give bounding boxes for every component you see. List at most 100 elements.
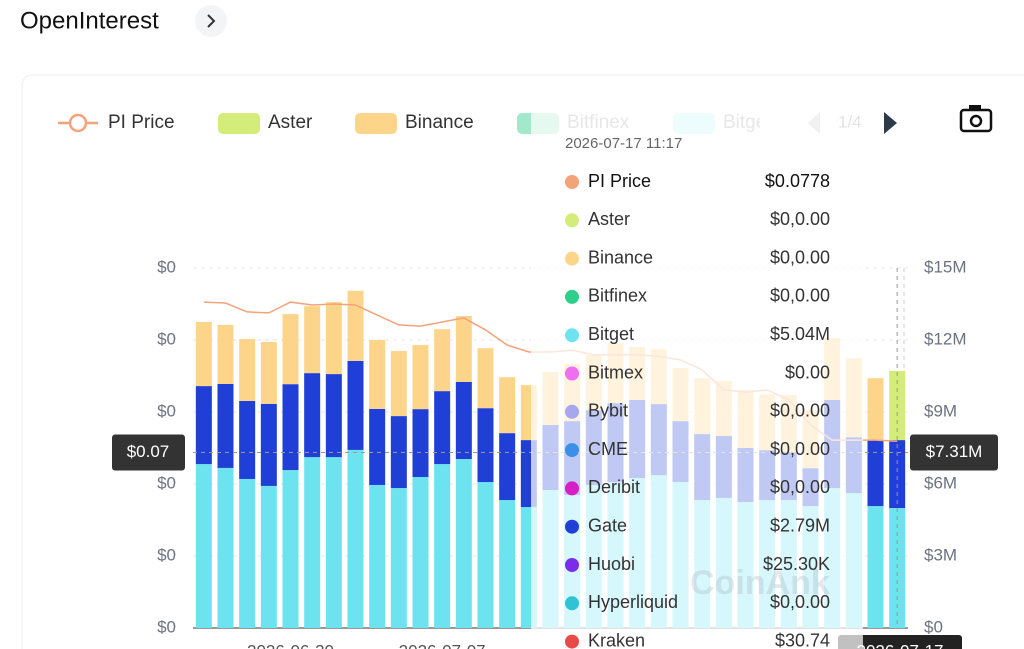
bar-segment xyxy=(304,306,321,374)
bar-segment xyxy=(195,464,212,628)
bar-segment xyxy=(304,457,321,628)
tooltip-value: $0,0.00 xyxy=(770,592,830,612)
tooltip-name: CME xyxy=(588,439,628,459)
bar-segment xyxy=(217,324,234,384)
tooltip-name: Hyperliquid xyxy=(588,592,678,612)
y2-tick-label: $3M xyxy=(924,545,957,564)
axis-pointer-label: $0.07 xyxy=(127,442,170,461)
bar-segment xyxy=(304,373,321,458)
tooltip-value: $5.04M xyxy=(770,324,830,344)
legend-label[interactable]: PI Price xyxy=(108,112,175,133)
bar-segment xyxy=(369,484,386,628)
tooltip xyxy=(531,100,863,649)
bar-segment xyxy=(217,467,234,628)
tooltip-value: $0,0.00 xyxy=(770,401,830,421)
tooltip-marker xyxy=(565,289,579,304)
legend-marker xyxy=(68,113,88,133)
tooltip-marker xyxy=(565,404,579,419)
tooltip-marker xyxy=(565,366,579,381)
bar-segment xyxy=(477,482,494,628)
bar-segment xyxy=(499,500,516,628)
legend-next[interactable] xyxy=(884,112,897,134)
tooltip-marker xyxy=(565,175,579,189)
bar-segment xyxy=(347,290,364,361)
bar-segment xyxy=(347,360,364,450)
tooltip-value: $0,0.00 xyxy=(770,477,830,497)
bar-segment xyxy=(390,488,407,628)
tooltip-value: $0,0.00 xyxy=(770,209,830,229)
axis-pointer-box xyxy=(910,434,998,471)
bar-segment xyxy=(282,470,299,628)
bar-segment xyxy=(867,506,884,628)
page-title: OpenInterest xyxy=(20,7,159,34)
tooltip-marker xyxy=(565,443,579,458)
bar-segment xyxy=(889,440,906,508)
tooltip-name: Binance xyxy=(588,247,653,267)
bar-segment xyxy=(260,341,277,404)
axis-pointer-label: 2026-07-17 xyxy=(857,641,944,649)
bar-segment xyxy=(260,403,277,486)
tooltip-name: PI Price xyxy=(588,171,651,191)
bar-segment xyxy=(369,408,386,485)
x-tick-label: 2026-06-30 xyxy=(247,641,334,649)
y-tick-label: $0 xyxy=(157,257,176,276)
tooltip-marker xyxy=(565,558,579,572)
bar-segment xyxy=(434,329,451,392)
bar-segment xyxy=(390,351,407,417)
tooltip-value: $0,0.00 xyxy=(770,286,830,306)
legend-label[interactable]: Binance xyxy=(405,112,474,133)
legend-swatch xyxy=(218,113,260,134)
chevron-icon xyxy=(207,14,216,28)
bar-segment xyxy=(325,302,342,375)
axis-pointer-label: $7.31M xyxy=(926,442,983,461)
bar-segment xyxy=(867,378,884,441)
tooltip-name: Bitfinex xyxy=(588,286,647,306)
tooltip-name: Huobi xyxy=(588,554,635,574)
bar-segment xyxy=(455,382,472,460)
bar-segment xyxy=(499,377,516,434)
bar-segment xyxy=(282,314,299,385)
bar-segment xyxy=(390,416,407,489)
legend-swatch xyxy=(355,113,397,134)
y2-tick-label: $0 xyxy=(924,617,943,636)
tooltip-name: Aster xyxy=(588,209,630,229)
bar-segment xyxy=(195,386,212,465)
x-tick-label: 2026-07-07 xyxy=(399,641,486,649)
camera-icon[interactable] xyxy=(959,105,993,133)
tooltip-marker xyxy=(565,251,579,266)
y-tick-label: $0 xyxy=(157,473,176,492)
tooltip-value: $25.30K xyxy=(763,554,830,574)
tooltip-name: Kraken xyxy=(588,630,645,649)
tooltip-marker xyxy=(565,481,579,496)
bar-segment xyxy=(369,340,386,409)
bar-segment xyxy=(477,348,494,409)
tooltip-name: Bybit xyxy=(588,401,628,421)
tooltip-value: $0.00 xyxy=(785,362,830,382)
bar-segment xyxy=(325,457,342,628)
tooltip-value: $0,0.00 xyxy=(770,247,830,267)
axis-pointer-box xyxy=(112,434,185,471)
bar-segment xyxy=(455,316,472,382)
y2-tick-label: $9M xyxy=(924,401,957,420)
tooltip-value: $0,0.00 xyxy=(770,439,830,459)
bar-segment xyxy=(867,440,884,507)
bar-segment xyxy=(412,477,429,628)
tooltip-value: $30.74 xyxy=(775,630,830,649)
bar-segment xyxy=(325,374,342,458)
bar-segment xyxy=(239,400,256,479)
bar-segment xyxy=(195,322,212,387)
tooltip-marker xyxy=(565,634,579,649)
tooltip-marker xyxy=(565,519,579,534)
tooltip-value: $0.0778 xyxy=(765,171,830,191)
y2-tick-label: $12M xyxy=(924,329,967,348)
tooltip-marker xyxy=(565,213,579,228)
tooltip-title: 2026-07-17 11:17 xyxy=(565,135,682,152)
y-tick-label: $0 xyxy=(157,545,176,564)
tooltip-marker xyxy=(565,596,579,611)
legend-label[interactable]: Aster xyxy=(268,112,313,133)
tooltip-name: Bitmex xyxy=(588,362,643,382)
title-button[interactable] xyxy=(195,5,227,37)
y2-tick-label: $15M xyxy=(924,257,967,276)
